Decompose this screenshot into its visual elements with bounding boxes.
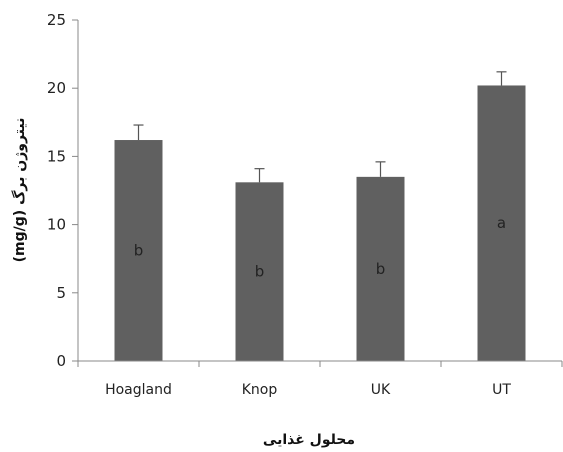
- y-tick-label: 5: [56, 284, 66, 302]
- bar: [477, 85, 526, 362]
- y-tick-label: 10: [47, 216, 66, 234]
- bar: [356, 176, 405, 361]
- y-axis-ticks: 0 5 10 15 20 25: [47, 11, 78, 370]
- y-tick-label: 20: [47, 79, 66, 97]
- y-tick-label: 15: [47, 147, 66, 165]
- y-axis-title: (mg/g) نیتروژن برگ: [11, 118, 28, 263]
- bar-label: a: [497, 214, 506, 232]
- x-tick-label: UT: [492, 382, 511, 398]
- x-axis-title: محلول غذایی: [263, 432, 355, 448]
- bar-significance-labels: b b b a: [134, 214, 506, 280]
- bar-label: b: [255, 263, 265, 281]
- bars: [114, 85, 526, 362]
- bar: [114, 140, 163, 361]
- x-axis-ticks: Hoagland Knop UK UT: [77, 361, 563, 398]
- error-bars: [133, 71, 507, 183]
- bar-label: b: [376, 260, 386, 278]
- x-tick-label: Hoagland: [105, 382, 172, 398]
- y-tick-label: 25: [47, 11, 66, 29]
- bar-label: b: [134, 242, 144, 260]
- y-tick-label: 0: [56, 352, 66, 370]
- x-tick-label: UK: [371, 382, 391, 398]
- x-tick-label: Knop: [242, 382, 278, 398]
- bar: [235, 182, 284, 361]
